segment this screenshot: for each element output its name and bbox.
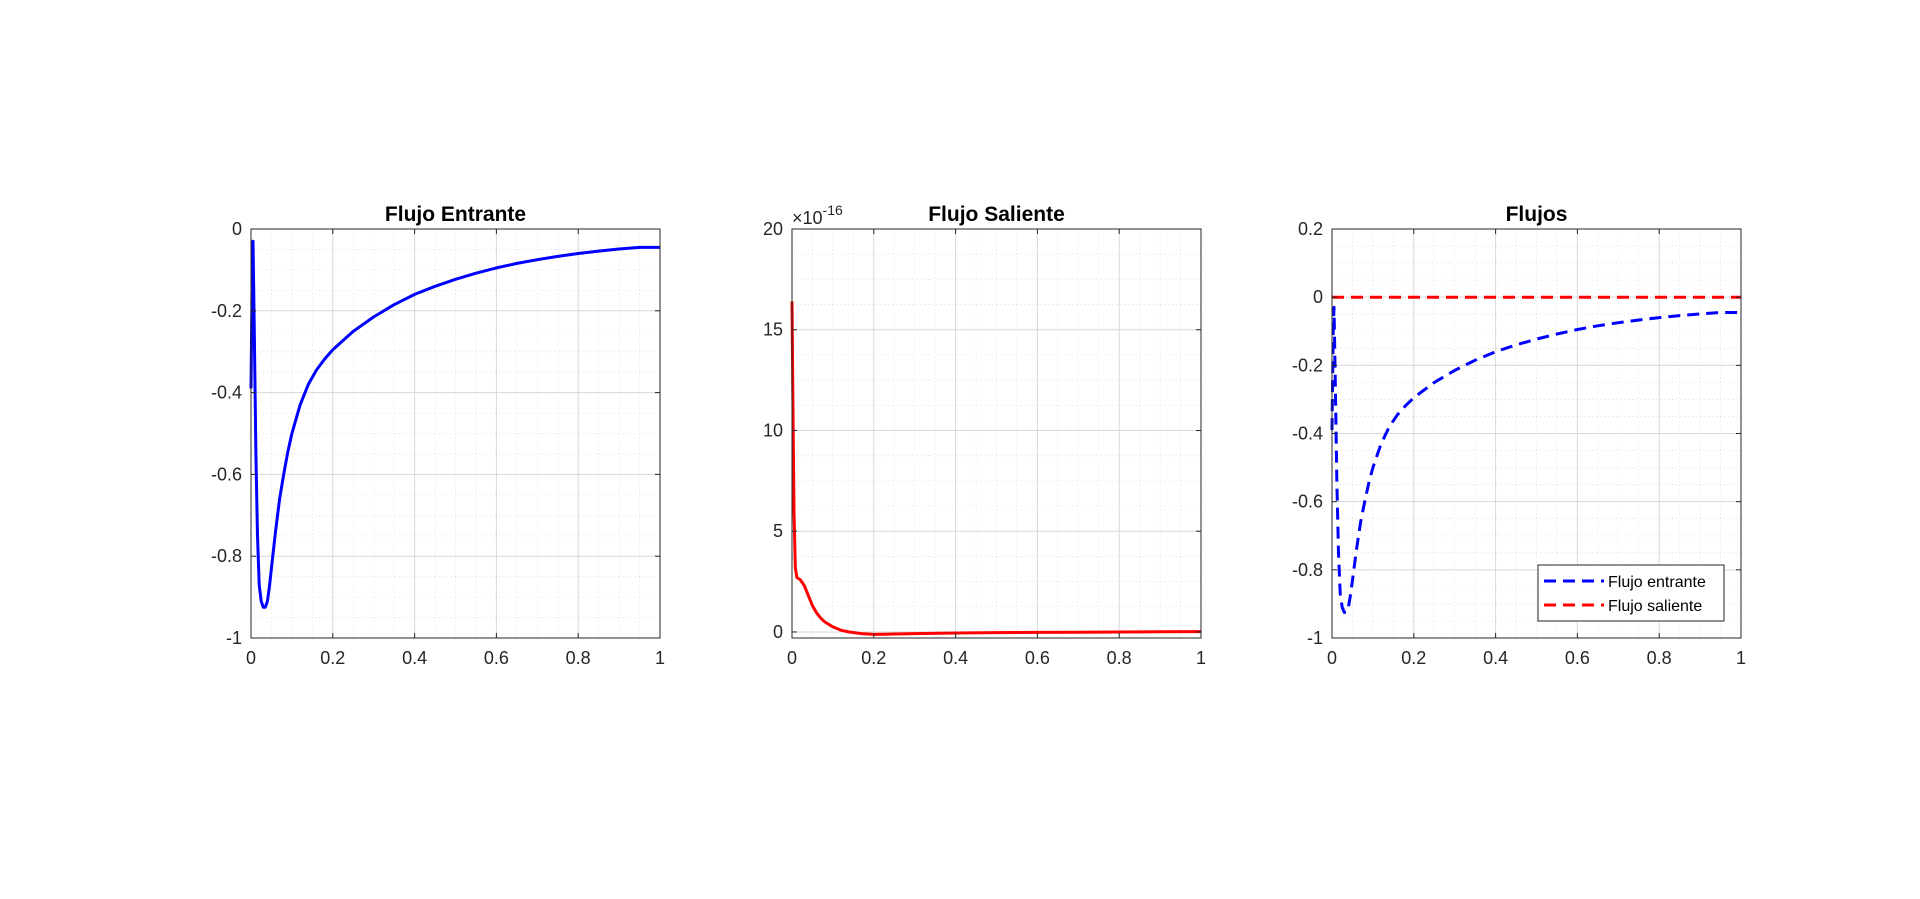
y-tick-label: -0.8	[1292, 560, 1323, 580]
legend-box	[1537, 564, 1725, 622]
plot-flujo-entrante: Flujo Entrante 0 0.2 0.4 0.6 0.8 1 -1 -0.8 -0.6 -…	[211, 203, 665, 668]
x-tick-label: 0	[1327, 648, 1337, 668]
x-tick-label: 0.8	[1647, 648, 1672, 668]
y-tick-label: 10	[763, 420, 783, 440]
x-tick-label: 0.4	[1483, 648, 1508, 668]
chart-title: Flujos	[1506, 203, 1568, 226]
y-tick-label: 20	[763, 219, 783, 239]
x-tick-label: 0.8	[1107, 648, 1132, 668]
x-tick-label: 0	[787, 648, 797, 668]
legend-label: Flujo saliente	[1608, 598, 1702, 615]
chart-title: Flujo Entrante	[385, 203, 526, 226]
x-tick-label: 0.2	[861, 648, 886, 668]
series-line-0	[790, 301, 1202, 636]
y-tick-label: -0.4	[211, 383, 242, 403]
y-tick-label: -0.8	[211, 546, 242, 566]
x-tick-label: 0.4	[402, 648, 427, 668]
x-tick-label: 1	[655, 648, 665, 668]
y-tick-label: -1	[226, 628, 242, 648]
axes-box	[791, 228, 1202, 639]
x-tick-label: 0.2	[1401, 648, 1426, 668]
legend-label: Flujo entrante	[1608, 574, 1706, 591]
y-tick-label: 0	[773, 622, 783, 642]
chart-title: Flujo Saliente	[928, 203, 1065, 226]
y-tick-label: -0.2	[211, 301, 242, 321]
x-tick-label: 1	[1196, 648, 1206, 668]
y-tick-label: -0.2	[1292, 355, 1323, 375]
x-tick-label: 0	[246, 648, 256, 668]
plot-flujos: Flujos 0 0.2 0.4 0.6 0.8 1 -1 -0.8 -0.6 -0.4 -0.2 0…	[1292, 203, 1746, 668]
x-tick-label: 0.2	[320, 648, 345, 668]
x-tick-label: 0.4	[943, 648, 968, 668]
y-tick-label: 0	[1313, 287, 1323, 307]
y-tick-label: 0.2	[1298, 219, 1323, 239]
series-line-0	[249, 239, 660, 609]
y-tick-label: 0	[232, 219, 242, 239]
y-exponent-label: ×10-16	[792, 202, 843, 228]
x-tick-label: 0.6	[1565, 648, 1590, 668]
y-tick-label: -0.6	[1292, 492, 1323, 512]
plot-flujo-saliente: Flujo Saliente 0 0.2 0.4 0.6 0.8 105101520×10…	[763, 202, 1206, 668]
y-tick-label: -0.6	[211, 464, 242, 484]
y-tick-label: 5	[773, 521, 783, 541]
axes-box	[250, 228, 661, 639]
legend: Flujo entrante Flujo saliente	[1537, 564, 1725, 622]
x-tick-label: 0.8	[566, 648, 591, 668]
x-tick-label: 0.6	[484, 648, 509, 668]
y-tick-label: -0.4	[1292, 424, 1323, 444]
x-tick-label: 0.6	[1025, 648, 1050, 668]
y-tick-label: -1	[1307, 628, 1323, 648]
y-tick-label: 15	[763, 320, 783, 340]
x-tick-label: 1	[1736, 648, 1746, 668]
